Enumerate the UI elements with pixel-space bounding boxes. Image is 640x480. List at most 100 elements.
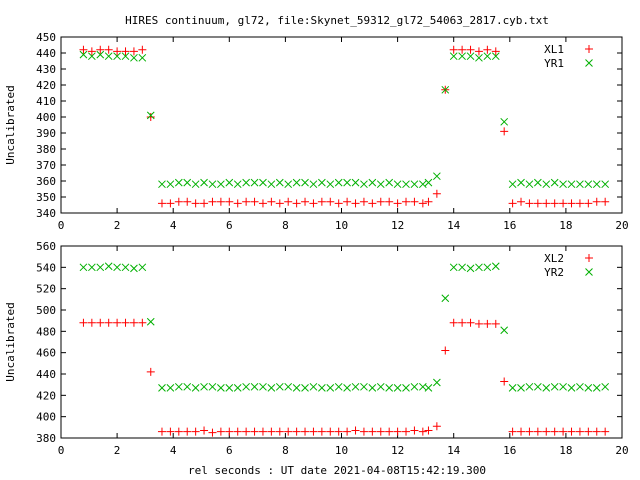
cross-point <box>402 384 410 392</box>
cross-point <box>424 384 433 392</box>
cross-point <box>318 384 326 392</box>
plus-point <box>542 427 551 436</box>
plus-point <box>96 318 105 327</box>
cross-point <box>424 178 433 187</box>
plus-point <box>96 45 105 54</box>
cross-point <box>475 263 483 272</box>
x-tick-label: 4 <box>170 444 177 457</box>
plus-point <box>418 199 427 208</box>
cross-point <box>576 382 584 391</box>
cross-point <box>191 384 200 392</box>
cross-point <box>576 180 584 189</box>
cross-point <box>410 382 419 391</box>
cross-point <box>200 178 208 187</box>
y-tick-label: 460 <box>36 347 56 360</box>
cross-point <box>550 178 559 187</box>
y-tick-label: 540 <box>36 261 56 274</box>
cross-point <box>166 180 175 189</box>
plus-point <box>267 427 276 436</box>
cross-point <box>360 382 368 391</box>
cross-point <box>500 326 509 335</box>
plus-point <box>284 197 293 206</box>
plus-point <box>292 199 301 208</box>
cross-point <box>343 178 351 187</box>
cross-point <box>533 382 542 391</box>
cross-point <box>301 384 309 392</box>
plus-point <box>542 199 551 208</box>
plus-point <box>559 427 568 436</box>
cross-point <box>146 111 155 120</box>
plus-point <box>216 197 225 206</box>
cross-point <box>267 180 276 189</box>
cross-point <box>130 53 138 62</box>
cross-point <box>301 178 309 187</box>
cross-point <box>158 384 166 392</box>
plus-point <box>508 427 517 436</box>
cross-point <box>183 178 192 187</box>
plus-point <box>410 197 419 206</box>
plus-point <box>491 319 500 328</box>
plus-point <box>359 197 368 206</box>
plus-point <box>174 197 183 206</box>
plus-point <box>121 318 130 327</box>
cross-point <box>104 262 113 271</box>
plus-point <box>146 367 155 376</box>
cross-point <box>584 180 593 189</box>
plus-point <box>113 318 122 327</box>
plus-point <box>424 426 433 435</box>
plus-point <box>432 189 441 198</box>
plus-point <box>225 197 234 206</box>
cross-point <box>121 263 130 272</box>
plus-point <box>458 318 467 327</box>
cross-point <box>326 180 335 189</box>
plus-point <box>104 45 113 54</box>
cross-point <box>491 52 500 61</box>
plus-point <box>343 427 352 436</box>
plus-point <box>258 427 267 436</box>
plus-point <box>575 199 584 208</box>
plus-point <box>393 427 402 436</box>
y-axis-title: Uncalibrated <box>4 85 17 164</box>
y-tick-label: 420 <box>36 79 56 92</box>
cross-point <box>242 382 250 391</box>
plus-point <box>242 427 251 436</box>
y-tick-label: 400 <box>36 111 56 124</box>
cross-point <box>441 294 450 303</box>
cross-point <box>104 52 113 61</box>
plus-point <box>508 199 517 208</box>
cross-point <box>138 263 147 272</box>
plus-point <box>183 197 192 206</box>
cross-point <box>233 180 242 189</box>
cross-point <box>458 52 466 61</box>
legend-label: YR2 <box>544 266 564 279</box>
cross-point <box>466 264 475 273</box>
cross-point <box>567 384 576 392</box>
cross-point <box>146 317 155 326</box>
x-tick-label: 6 <box>226 444 233 457</box>
plus-point <box>376 427 385 436</box>
plus-point <box>584 427 593 436</box>
cross-point <box>500 117 509 126</box>
cross-point <box>449 263 458 272</box>
plus-point <box>191 199 200 208</box>
plus-point <box>418 427 427 436</box>
cross-point <box>385 178 394 187</box>
plus-point <box>483 45 492 54</box>
plus-point <box>208 197 217 206</box>
cross-point <box>449 52 458 61</box>
cross-point <box>166 384 175 392</box>
plus-point <box>233 199 242 208</box>
plus-point <box>79 45 88 54</box>
cross-point <box>250 382 259 391</box>
cross-point <box>584 384 593 392</box>
cross-point <box>458 263 466 272</box>
cross-point <box>79 50 88 59</box>
plus-point <box>343 197 352 206</box>
plus-point <box>317 197 326 206</box>
legend-marker <box>585 59 593 67</box>
cross-point <box>433 172 441 181</box>
cross-point <box>121 52 130 61</box>
cross-point <box>217 384 225 392</box>
x-tick-label: 14 <box>447 444 461 457</box>
x-tick-label: 10 <box>335 444 348 457</box>
